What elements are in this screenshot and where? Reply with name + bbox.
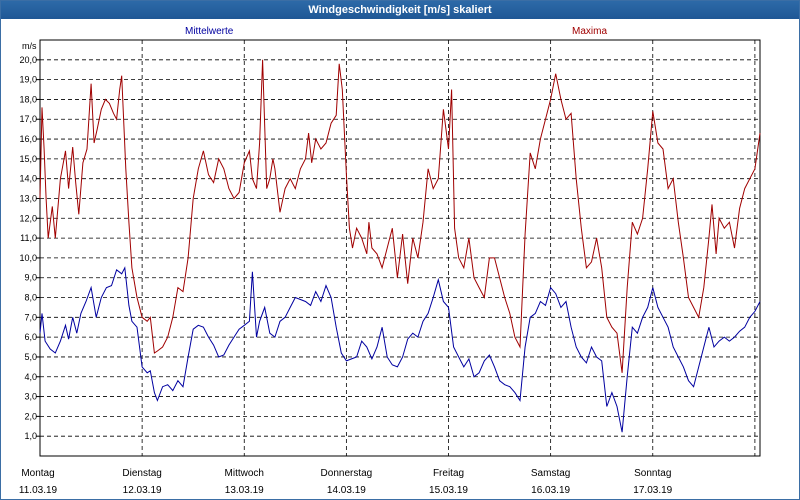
y-tick-label: 7,0 xyxy=(24,312,37,322)
mittelwerte-line xyxy=(39,266,761,433)
y-axis-ticks: 1,0 2,0 3,0 4,0 5,0 6,0 7,0 8,0 9,0 10,0 11,0 12,0 1… xyxy=(19,55,40,441)
x-tick-date-label: 15.03.19 xyxy=(429,485,468,496)
y-tick-label: 16,0 xyxy=(19,134,37,144)
plot-frame xyxy=(39,39,761,457)
y-tick-label: 17,0 xyxy=(19,114,37,124)
x-tick-day-label: Mittwoch xyxy=(225,468,264,479)
y-tick-label: 1,0 xyxy=(24,431,37,441)
y-tick-label: 14,0 xyxy=(19,174,37,184)
y-tick-label: 5,0 xyxy=(24,352,37,362)
x-tick-date-label: 13.03.19 xyxy=(225,485,264,496)
x-tick-date-label: 11.03.19 xyxy=(19,485,58,496)
y-tick-label: 15,0 xyxy=(19,154,37,164)
maxima-line xyxy=(39,59,761,373)
x-tick-date-label: 16.03.19 xyxy=(531,485,570,496)
x-tick-day-label: Samstag xyxy=(531,468,570,479)
x-tick-day-label: Dienstag xyxy=(122,468,161,479)
y-tick-label: 11,0 xyxy=(20,233,37,243)
x-tick-date-label: 14.03.19 xyxy=(327,485,366,496)
y-tick-label: 20,0 xyxy=(19,55,37,65)
y-tick-label: 2,0 xyxy=(24,411,37,421)
y-tick-label: 10,0 xyxy=(19,253,37,263)
legend-maxima: Maxima xyxy=(572,26,607,37)
x-tick-day-label: Montag xyxy=(21,468,54,479)
legend-mittelwerte: Mittelwerte xyxy=(185,26,234,37)
window-title: Windgeschwindigkeit [m/s] skaliert xyxy=(1,1,799,19)
x-tick-day-label: Donnerstag xyxy=(321,468,373,479)
y-tick-label: 13,0 xyxy=(19,193,37,203)
x-tick-date-label: 12.03.19 xyxy=(123,485,162,496)
y-tick-label: 18,0 xyxy=(19,94,37,104)
y-tick-label: 3,0 xyxy=(24,392,37,402)
y-tick-label: 4,0 xyxy=(24,372,37,382)
x-tick-day-label: Freitag xyxy=(433,468,464,479)
y-tick-label: 9,0 xyxy=(24,273,37,283)
y-tick-label: 19,0 xyxy=(19,75,37,85)
y-tick-label: 6,0 xyxy=(24,332,37,342)
y-tick-label: 12,0 xyxy=(19,213,37,223)
grid-lines xyxy=(40,40,760,456)
x-axis-ticks: Montag 11.03.19 Dienstag 12.03.19 Mittwoch 13… xyxy=(19,468,673,496)
x-tick-day-label: Sonntag xyxy=(634,468,671,479)
y-tick-label: 8,0 xyxy=(24,293,37,303)
x-tick-date-label: 17.03.19 xyxy=(633,485,672,496)
y-axis-label: m/s xyxy=(22,41,37,51)
